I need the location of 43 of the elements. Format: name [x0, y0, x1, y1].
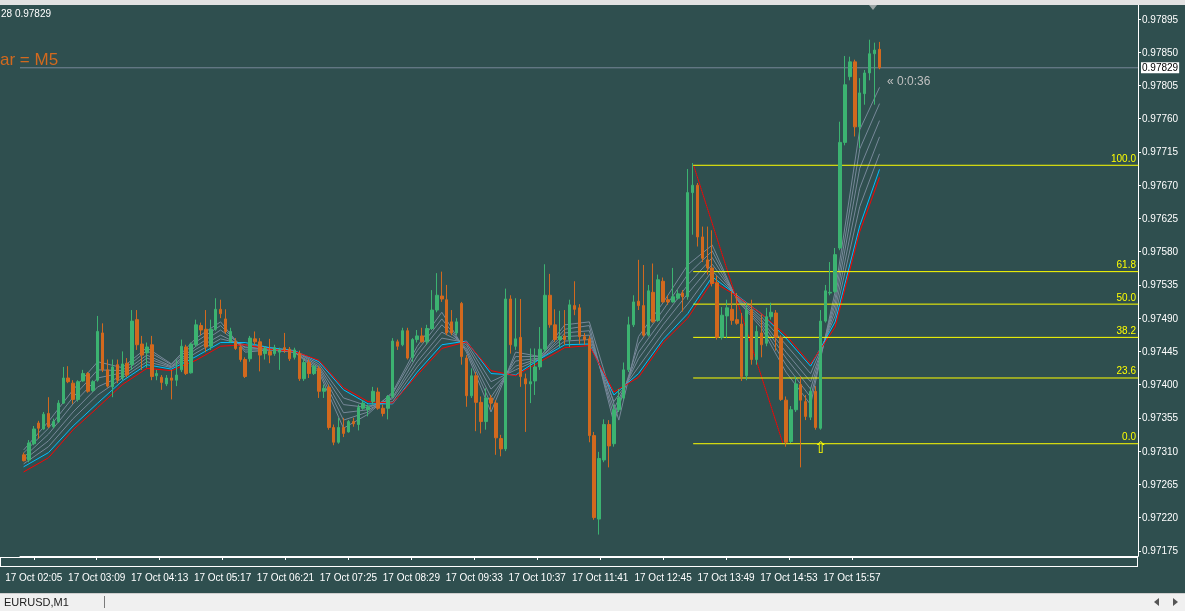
y-tick-label: 0.97355	[1142, 412, 1179, 424]
y-tick-label: 0.97760	[1142, 113, 1179, 125]
text: EURUSD,M1	[4, 596, 69, 608]
x-tick-label: 17 Oct 07:25	[319, 571, 378, 583]
series-label: 23.6	[1116, 365, 1137, 377]
x-tick-label: 17 Oct 10:37	[508, 571, 567, 583]
y-tick-label: 0.97400	[1142, 379, 1179, 391]
y-tick-label: 0.97175	[1142, 545, 1179, 557]
x-tick-label: 17 Oct 14:53	[760, 571, 818, 583]
y-tick-label: 0.97895	[1142, 13, 1179, 25]
x-tick-label: 17 Oct 13:49	[697, 571, 756, 583]
x-tick-label: 17 Oct 05:17	[193, 571, 252, 583]
y-tick-label: 0.97310	[1142, 445, 1179, 457]
series-label: 38.2	[1116, 324, 1137, 336]
annotation: « 0:0:36	[887, 74, 931, 88]
annotation: ar = M5	[0, 50, 59, 69]
x-tick-label: 17 Oct 06:21	[256, 571, 315, 583]
series-label: 0.0	[1122, 431, 1137, 443]
y-tick-label: 0.97220	[1142, 512, 1179, 524]
y-tick-label: 0.97670	[1142, 179, 1179, 191]
y-tick-label: 0.97490	[1142, 312, 1179, 324]
ref-line-label: 0.97829	[1142, 62, 1179, 74]
series-label: 61.8	[1116, 259, 1137, 271]
y-tick-label: 0.97850	[1142, 46, 1179, 58]
y-tick-label: 0.97625	[1142, 212, 1179, 224]
x-tick-label: 17 Oct 11:41	[571, 571, 629, 583]
y-tick-label: 0.97535	[1142, 279, 1179, 291]
annotation: ⇧	[814, 439, 827, 456]
series-label: 100.0	[1110, 152, 1137, 164]
series-label: 50.0	[1116, 291, 1137, 303]
x-tick-label: 17 Oct 02:05	[5, 571, 63, 583]
x-tick-label: 17 Oct 09:33	[445, 571, 504, 583]
annotation: 28 0.97829	[1, 8, 52, 19]
x-tick-label: 17 Oct 08:29	[382, 571, 441, 583]
x-tick-label: 17 Oct 15:57	[823, 571, 881, 583]
x-tick-label: 17 Oct 03:09	[68, 571, 126, 583]
y-tick-label: 0.97445	[1142, 345, 1179, 357]
x-tick-label: 17 Oct 12:45	[634, 571, 693, 583]
x-tick-label: 17 Oct 04:13	[130, 571, 189, 583]
y-tick-label: 0.97580	[1142, 246, 1179, 258]
y-tick-label: 0.97265	[1142, 478, 1179, 490]
y-tick-label: 0.97805	[1142, 80, 1179, 92]
y-tick-label: 0.97715	[1142, 146, 1179, 158]
